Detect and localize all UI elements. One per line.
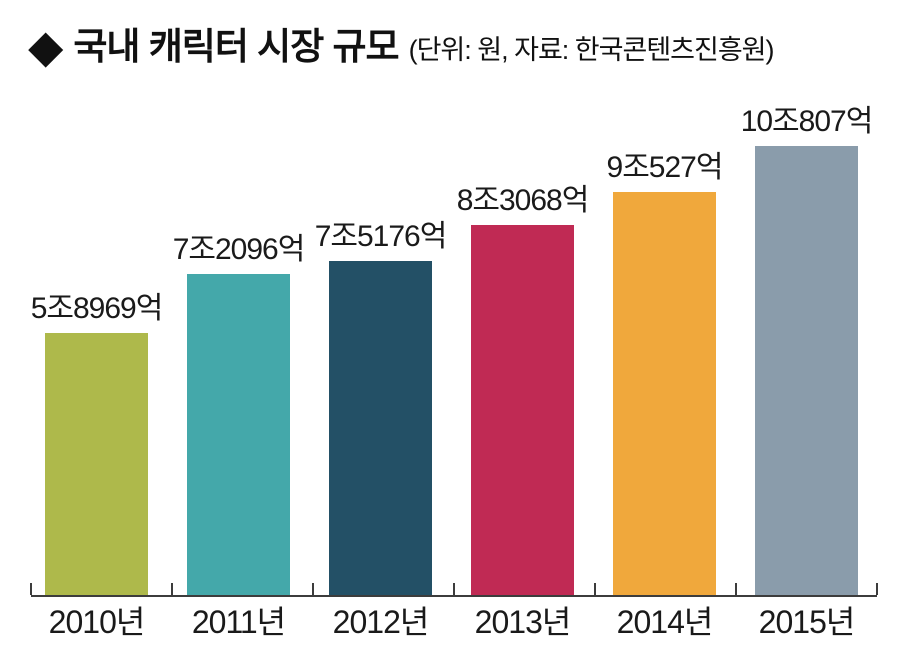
bar-value-label-2014년: 9조527억 bbox=[606, 151, 724, 184]
chart-title: 국내 캐릭터 시장 규모 bbox=[73, 26, 399, 67]
x-axis-tick bbox=[876, 583, 878, 595]
bar-2013년 bbox=[471, 225, 574, 597]
bar-2010년 bbox=[45, 333, 148, 597]
x-axis-tick bbox=[30, 583, 32, 595]
x-axis-line bbox=[31, 595, 877, 597]
bar-value-label-2013년: 8조3068억 bbox=[456, 184, 590, 217]
x-axis-label-2013년: 2013년 bbox=[474, 604, 572, 640]
bar-value-label-2015년: 10조807억 bbox=[740, 105, 874, 138]
x-axis-tick bbox=[594, 583, 596, 595]
x-axis-label-2014년: 2014년 bbox=[616, 604, 714, 640]
chart-unit-source-note: (단위: 원, 자료: 한국콘텐츠진흥원) bbox=[408, 35, 775, 65]
bar-value-label-2011년: 7조2096억 bbox=[172, 233, 306, 266]
diamond-bullet-icon: ◆ bbox=[28, 20, 64, 72]
x-axis-label-2010년: 2010년 bbox=[48, 604, 146, 640]
bar-2012년 bbox=[329, 261, 432, 597]
x-axis-label-2012년: 2012년 bbox=[332, 604, 430, 640]
bar-value-label-2010년: 5조8969억 bbox=[30, 292, 164, 325]
x-axis-tick bbox=[171, 583, 173, 595]
x-axis-tick bbox=[453, 583, 455, 595]
bar-2015년 bbox=[755, 146, 858, 597]
bar-value-label-2012년: 7조5176억 bbox=[314, 220, 448, 253]
bar-2011년 bbox=[187, 274, 290, 597]
chart-header: ◆ 국내 캐릭터 시장 규모 (단위: 원, 자료: 한국콘텐츠진흥원) bbox=[28, 16, 775, 72]
x-axis-label-2011년: 2011년 bbox=[191, 604, 286, 640]
x-axis-tick bbox=[312, 583, 314, 595]
bar-2014년 bbox=[613, 192, 716, 597]
x-axis-label-2015년: 2015년 bbox=[758, 604, 856, 640]
x-axis-tick bbox=[735, 583, 737, 595]
